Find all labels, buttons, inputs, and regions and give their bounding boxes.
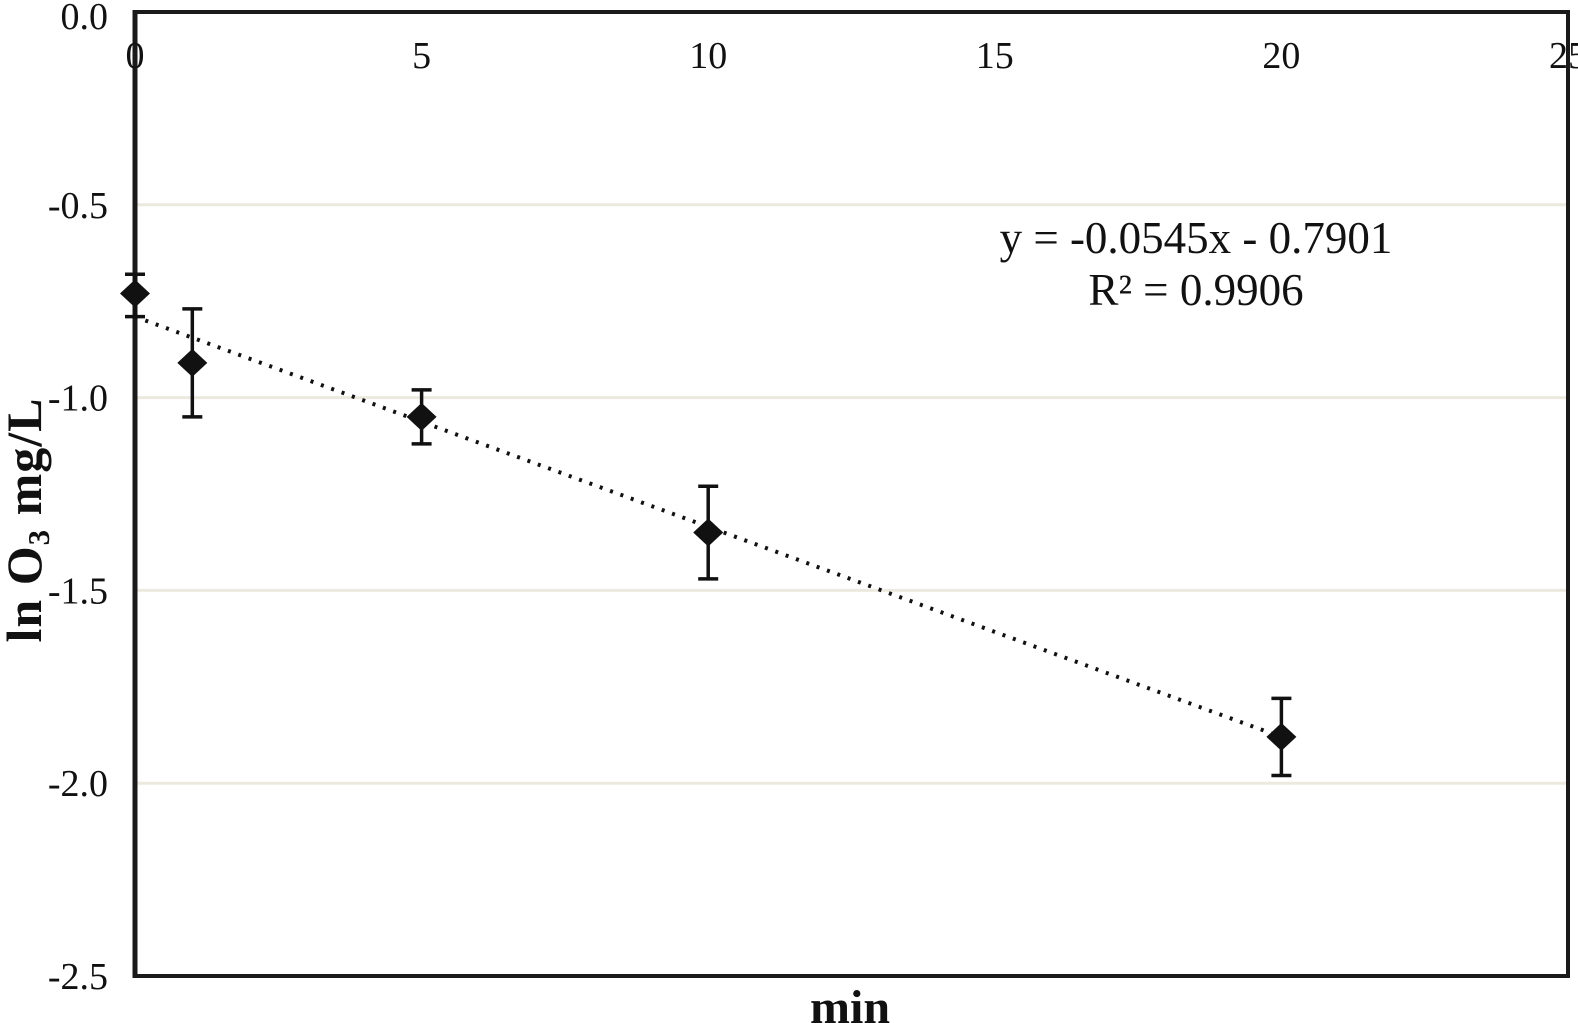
data-point-diamond <box>693 518 724 547</box>
y-tick-label: -1.5 <box>48 570 108 612</box>
y-axis-title-prefix: ln O <box>0 545 52 643</box>
x-tick-label: 0 <box>126 35 145 77</box>
x-tick-label: 15 <box>976 35 1014 77</box>
x-tick-label: 5 <box>412 35 431 77</box>
y-tick-label: 0.0 <box>61 0 109 38</box>
y-axis-title-subscript: 3 <box>20 528 56 546</box>
axis-frame <box>133 10 1570 978</box>
trendline-annotation: y = -0.0545x - 0.7901 R² = 0.9906 <box>1000 212 1393 316</box>
x-tick-label: 20 <box>1262 35 1300 77</box>
data-point-diamond <box>177 348 208 377</box>
x-axis-title: min <box>809 981 891 1023</box>
y-tick-label: -2.0 <box>48 763 108 805</box>
y-axis-title: ln O3 mg/L <box>0 397 56 643</box>
x-tick-label: 25 <box>1549 35 1578 77</box>
trendline-equation: y = -0.0545x - 0.7901 <box>999 213 1393 263</box>
y-axis-title-suffix: mg/L <box>0 397 52 529</box>
data-point-diamond <box>1266 722 1297 751</box>
y-tick-label: -2.5 <box>48 956 108 998</box>
trendline-r-squared: R² = 0.9906 <box>1088 265 1304 315</box>
data-point-diamond <box>120 279 150 308</box>
y-tick-label: -1.0 <box>48 378 108 420</box>
y-tick-label: -0.5 <box>48 185 108 227</box>
x-tick-label: 10 <box>689 35 727 77</box>
data-point-diamond <box>406 402 437 431</box>
